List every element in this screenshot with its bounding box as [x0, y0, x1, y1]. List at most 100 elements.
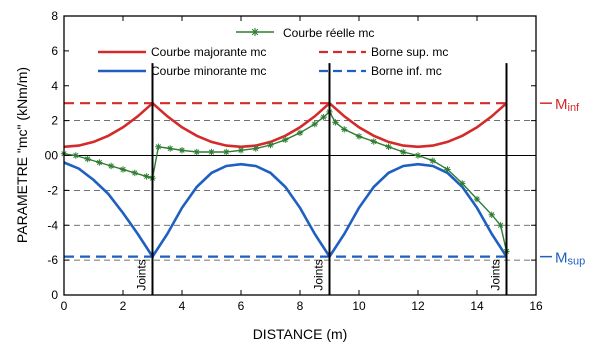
legend-marker: [251, 28, 259, 36]
data-point-stroke: [297, 130, 303, 136]
data-point-stroke: [497, 222, 504, 228]
data-point-stroke: [430, 158, 436, 164]
data-point: [414, 152, 422, 159]
right-label: Minf: [555, 96, 580, 114]
data-point-stroke: [167, 145, 173, 152]
data-point: [473, 195, 481, 203]
data-point-stroke: [400, 149, 406, 155]
data-point-stroke: [120, 166, 126, 173]
legend-label: Courbe minorante mc: [151, 64, 266, 78]
data-point-stroke: [238, 147, 244, 153]
data-point-stroke: [282, 137, 288, 143]
data-point-stroke: [96, 159, 103, 166]
x-tick-label: 14: [470, 299, 484, 313]
data-point-stroke: [341, 126, 347, 132]
data-point: [459, 180, 466, 187]
x-tick-label: 4: [179, 299, 186, 313]
data-point: [296, 129, 304, 137]
data-point-stroke: [385, 144, 392, 150]
data-point: [131, 169, 138, 177]
data-point: [223, 148, 230, 156]
x-axis-title: DISTANCE (m): [253, 326, 348, 342]
y-tick-label: -4: [47, 218, 58, 232]
y-tick-label: 0: [51, 288, 58, 302]
data-point-stroke: [143, 173, 150, 180]
data-point-stroke: [179, 147, 185, 153]
data-point: [252, 145, 259, 152]
data-point: [167, 145, 174, 152]
data-point-stroke: [371, 138, 377, 145]
grid-lines: [64, 120, 536, 261]
axis-layer: 0 2 4 6 8 10 12 14 16 8 6 4 2 00 -2 -4 -6 0: [45, 9, 543, 313]
data-point: [237, 147, 245, 154]
x-tick-label: 8: [297, 299, 304, 313]
data-point: [429, 157, 436, 164]
data-point: [385, 143, 392, 150]
joints-layer: Joints Joints Joints: [135, 63, 508, 295]
y-tick-label: 8: [51, 9, 58, 23]
y-axis-title: PARAMETRE "mc" (kNm/m): [14, 67, 30, 243]
data-point: [341, 126, 348, 133]
y-tick-label: -6: [47, 253, 58, 267]
joint-label: Joints: [135, 259, 149, 290]
data-point: [332, 119, 339, 126]
right-label: Msup: [555, 250, 585, 268]
data-point: [193, 148, 200, 156]
data-point: [400, 148, 407, 156]
data-point: [267, 141, 274, 149]
data-point: [96, 159, 103, 166]
data-point: [119, 166, 127, 173]
data-point-stroke: [108, 163, 114, 169]
data-point-stroke: [489, 212, 495, 218]
data-point-stroke: [132, 170, 138, 176]
series-line: [63, 161, 508, 259]
x-tick-label: 12: [411, 299, 425, 313]
legend-label: Courbe majorante mc: [151, 45, 266, 59]
data-point: [497, 222, 504, 229]
data-point-stroke: [312, 121, 318, 127]
data-point-stroke: [155, 144, 162, 150]
x-tick-label: 16: [529, 299, 543, 313]
y-tick-label: 4: [51, 79, 58, 93]
data-point: [370, 138, 377, 145]
data-point-stroke: [459, 180, 465, 187]
right-labels: Minf Msup: [540, 96, 585, 268]
legend-label: Borne sup. mc: [371, 45, 448, 59]
data-point: [84, 155, 91, 163]
data-point-stroke: [73, 152, 79, 159]
x-tick-label: 10: [352, 299, 366, 313]
data-point-stroke: [194, 149, 200, 155]
data-point-stroke: [332, 119, 339, 125]
data-point-stroke: [267, 142, 274, 148]
data-point-stroke: [84, 156, 91, 162]
data-point: [282, 136, 289, 144]
y-tick-label: 6: [51, 44, 58, 58]
data-point: [72, 152, 79, 159]
joint-label: Joints: [312, 259, 326, 290]
data-point: [143, 173, 150, 180]
joint-label: Joints: [489, 259, 503, 290]
data-point: [208, 148, 215, 156]
data-point: [155, 143, 162, 150]
data-point-stroke: [415, 152, 421, 159]
data-point-stroke: [223, 149, 229, 155]
data-point-stroke: [320, 114, 327, 120]
y-tick-label: 2: [51, 114, 58, 128]
data-point-stroke: [253, 145, 259, 152]
data-point-stroke: [208, 149, 215, 155]
x-tick-label: 2: [120, 299, 127, 313]
series-line: [63, 110, 508, 252]
y-tick-label: 00: [45, 149, 59, 163]
data-point: [178, 147, 186, 154]
legend-label: Borne inf. mc: [371, 64, 442, 78]
legend: Courbe réelle mc Courbe majorante mc Courb…: [98, 26, 448, 78]
data-point: [444, 166, 451, 173]
data-point: [108, 162, 115, 170]
data-point: [311, 120, 318, 128]
data-point: [320, 113, 327, 121]
data-point-stroke: [474, 196, 480, 202]
x-tick-label: 0: [61, 299, 68, 313]
data-point-stroke: [356, 133, 362, 139]
data-point-stroke: [444, 166, 451, 173]
